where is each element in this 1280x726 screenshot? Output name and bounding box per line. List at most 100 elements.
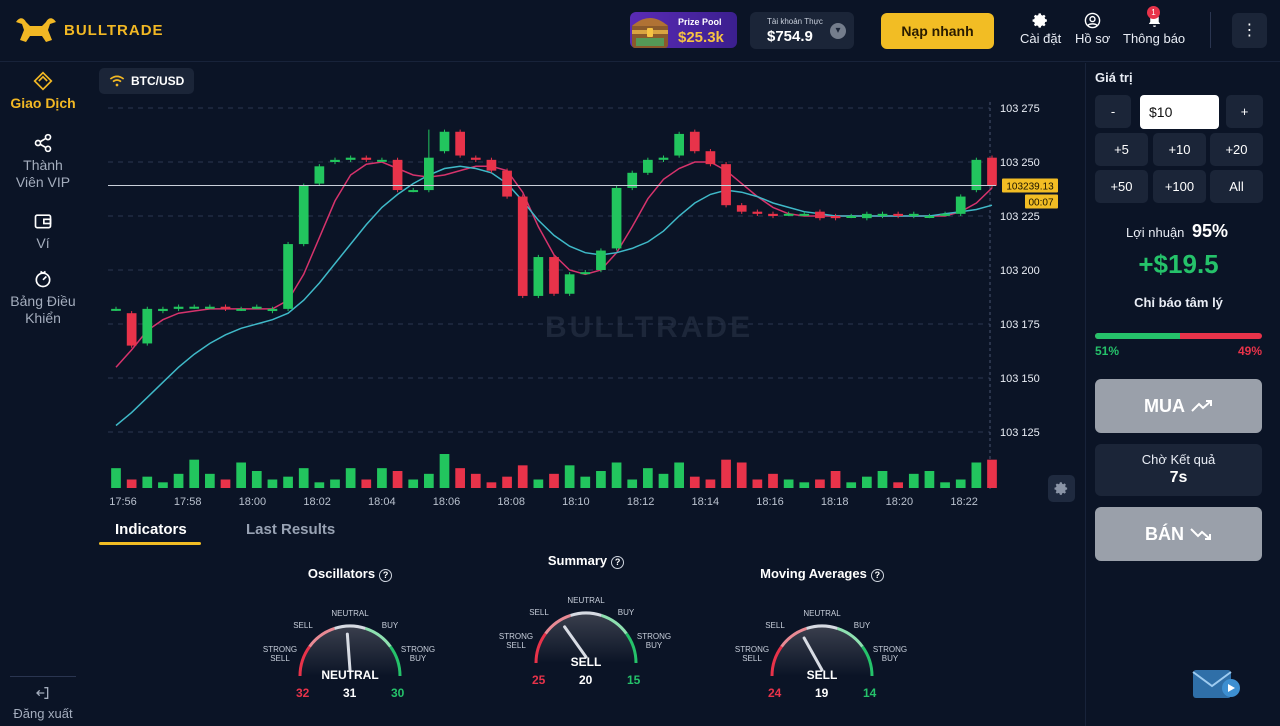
sidebar-item-vip[interactable]: Thành Viên VIP: [0, 133, 86, 191]
volume-bar: [971, 462, 982, 488]
share-icon: [34, 133, 52, 153]
decrease-amount-button[interactable]: -: [1095, 95, 1131, 128]
volume-bar: [768, 473, 778, 488]
logout-button[interactable]: Đăng xuất: [0, 685, 86, 722]
candle-body: [283, 244, 293, 309]
candle-body: [580, 272, 591, 275]
tab-last-results[interactable]: Last Results: [246, 521, 336, 538]
candle-body: [643, 159, 653, 173]
profit-label: Lợi nhuận: [1126, 225, 1185, 240]
candle-body: [768, 213, 778, 216]
candle-body: [205, 306, 215, 309]
gauge-title-text: Oscillators: [307, 566, 376, 581]
volume-bar: [298, 468, 309, 488]
candle-body: [658, 157, 669, 160]
gauge-label-strong-buy: STRONG: [637, 632, 671, 641]
gauge-arc-segment: [806, 624, 838, 630]
increase-amount-button[interactable]: +: [1226, 95, 1263, 128]
chart-settings-button[interactable]: [1048, 475, 1075, 502]
buy-button[interactable]: MUA: [1095, 379, 1262, 433]
quick-amount-button[interactable]: +50: [1095, 170, 1148, 203]
asset-selector[interactable]: BTC/USD: [99, 68, 195, 94]
candle-body: [971, 159, 982, 191]
quick-amount-button[interactable]: +10: [1153, 133, 1206, 166]
gauge-label-sell: SELL: [529, 608, 549, 617]
y-tick-label: 103 175: [1000, 319, 1040, 331]
gauge-arc-segment: [861, 645, 874, 677]
candle-body: [596, 250, 606, 270]
price-chart[interactable]: BULLTRADE 17:56 17:58 18:00 18:02 18:04 18:06…: [95, 63, 1080, 513]
sell-button[interactable]: BÁN: [1095, 507, 1262, 561]
sidebar-item-wallet[interactable]: Ví: [0, 211, 86, 252]
volume-bar: [330, 479, 340, 488]
gauge-verdict: SELL: [570, 655, 602, 669]
prize-pool-value: $25.3k: [678, 29, 724, 46]
help-icon[interactable]: ?: [379, 569, 393, 582]
quick-amount-button[interactable]: +100: [1153, 170, 1206, 203]
gauge-title: Summary?: [486, 553, 686, 569]
y-tick-label: 103 250: [1000, 157, 1040, 169]
gauge-title-text: Moving Averages: [760, 566, 867, 581]
candle-body: [549, 257, 559, 294]
gauge-needle: [563, 625, 588, 659]
sentiment-label: Chỉ báo tâm lý: [1134, 295, 1223, 310]
volume-bar: [846, 482, 857, 488]
gauge-oscillators: Oscillators? STRONG SELL SELL NEUTRAL BUY STR…: [250, 566, 450, 726]
volume-bar: [658, 473, 669, 488]
sell-label: BÁN: [1145, 523, 1184, 544]
y-tick-label: 103 125: [1000, 427, 1040, 439]
all-amount-button[interactable]: All: [1210, 170, 1263, 203]
nav-settings[interactable]: Cài đặt: [1020, 12, 1061, 46]
chevron-down-icon[interactable]: ▾: [830, 23, 846, 39]
gauge-label-strong-buy: STRONG: [873, 645, 907, 654]
candle-body: [345, 157, 356, 160]
candle-body: [736, 205, 747, 212]
nav-notifications[interactable]: 1 Thông báo: [1123, 6, 1185, 46]
sidebar-item-dashboard[interactable]: Bảng Điều Khiển: [0, 269, 86, 327]
prize-pool-label: Prize Pool: [678, 17, 722, 27]
amount-input[interactable]: [1140, 95, 1219, 129]
volume-bar: [220, 479, 231, 488]
account-selector[interactable]: Tài khoản Thực $754.9 ▾: [750, 12, 854, 49]
volume-bar: [533, 479, 544, 488]
candle-body: [251, 306, 262, 309]
support-mail-button[interactable]: [1192, 668, 1242, 707]
volume-bar: [486, 482, 497, 488]
sidebar-item-label: Giao Dịch: [10, 95, 76, 111]
quick-deposit-button[interactable]: Nạp nhanh: [881, 13, 994, 49]
quick-amount-button[interactable]: +20: [1210, 133, 1263, 166]
gauge-needle: [345, 632, 352, 672]
active-tab-indicator: [99, 542, 201, 545]
sidebar-item-trade[interactable]: Giao Dịch: [0, 71, 86, 112]
candle-body: [361, 157, 372, 160]
gauge-arc-segment: [389, 645, 402, 677]
more-menu-button[interactable]: ⋮: [1232, 13, 1267, 48]
volume-bar: [549, 473, 559, 488]
candle-body: [799, 213, 810, 216]
chart-area[interactable]: BULLTRADE 17:56 17:58 18:00 18:02 18:04 18:06…: [95, 63, 1080, 513]
volume-bar: [377, 468, 387, 488]
gauge-count-sell: 25: [532, 673, 546, 687]
gauge-arc-segment: [836, 627, 864, 648]
nav-settings-label: Cài đặt: [1020, 31, 1062, 46]
brand-logo[interactable]: BULLTRADE: [12, 12, 164, 48]
gauge-moving-averages: Moving Averages? STRONG SELL SELL NEUTRAL BU…: [722, 566, 922, 726]
countdown-tag-bg: [1025, 194, 1058, 209]
quick-amount-button[interactable]: +5: [1095, 133, 1148, 166]
gauge-label-neutral: NEUTRAL: [567, 596, 605, 605]
volume-bar: [689, 476, 700, 488]
gauge-arc-segment: [780, 627, 808, 648]
account-balance: $754.9: [767, 28, 813, 45]
nav-profile[interactable]: Hồ sơ: [1075, 12, 1110, 46]
volume-bar: [611, 462, 622, 488]
volume-bar: [815, 479, 825, 488]
tab-indicators[interactable]: Indicators: [115, 521, 187, 538]
brand-name: BULLTRADE: [64, 21, 164, 39]
help-icon[interactable]: ?: [611, 556, 625, 569]
volume-bar: [470, 473, 481, 488]
help-icon[interactable]: ?: [870, 569, 884, 582]
wifi-icon: [109, 75, 125, 87]
prize-pool-widget[interactable]: Prize Pool $25.3k: [630, 12, 737, 48]
gauge-face: [536, 613, 636, 663]
